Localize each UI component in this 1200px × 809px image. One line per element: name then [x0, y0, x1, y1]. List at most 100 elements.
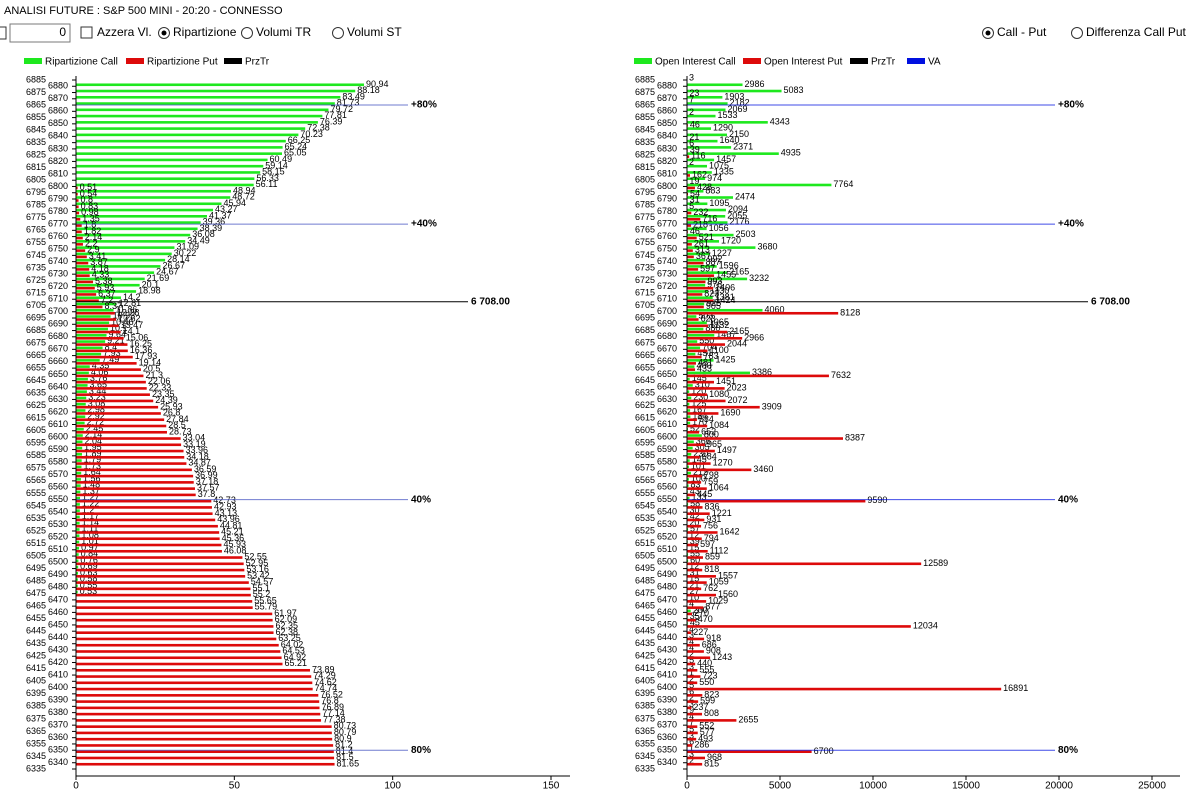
bar [687, 453, 692, 456]
radio-label[interactable]: Call - Put [997, 25, 1047, 39]
strike-label: 6670 [48, 344, 68, 354]
radio-label[interactable]: Ripartizione [173, 25, 237, 39]
value-label: 2371 [733, 141, 753, 151]
strike-label: 6700 [48, 306, 68, 316]
bar [687, 503, 689, 506]
bar [76, 327, 108, 331]
radio-label[interactable]: Differenza Call Put [1086, 25, 1186, 39]
strike-label: 6740 [48, 256, 68, 266]
radio-label[interactable]: Volumi ST [347, 25, 402, 39]
strike-label: 6520 [48, 532, 68, 542]
strike-label: 6450 [657, 619, 677, 629]
strike-label: 6540 [657, 507, 677, 517]
bar [76, 481, 194, 484]
bar [687, 675, 701, 678]
strike-label: 6715 [635, 287, 655, 297]
value-label: 34.18 [186, 451, 209, 461]
strike-label: 6815 [26, 162, 46, 172]
value-label: 4 [689, 643, 694, 653]
strike-label: 6470 [48, 594, 68, 604]
bar [76, 440, 83, 444]
bar [687, 650, 704, 653]
bar [687, 330, 728, 334]
bar [76, 521, 80, 525]
value-label: 125 [691, 398, 706, 408]
bar [76, 265, 161, 268]
value-label: 31.09 [176, 242, 199, 252]
value-label: 45.36 [222, 533, 245, 543]
bar [76, 102, 335, 105]
value-label: 1130 [710, 286, 729, 296]
value-label: 1720 [721, 235, 741, 245]
bar [687, 152, 779, 155]
value-label: 2094 [728, 204, 748, 214]
checkbox-label[interactable]: Azzera Vl. [97, 25, 152, 39]
value-label: 145 [692, 455, 707, 465]
cut-checkbox [0, 26, 7, 40]
strike-label: 6710 [48, 294, 68, 304]
bar [76, 712, 321, 716]
bar [76, 208, 214, 212]
legend-label: Ripartizione Put [147, 57, 218, 68]
counter-input[interactable] [9, 23, 71, 43]
strike-label: 6340 [657, 757, 677, 767]
value-label: 58.15 [262, 167, 285, 177]
level-label: 40% [1058, 494, 1078, 505]
bar [687, 496, 690, 500]
strike-label: 6720 [657, 281, 677, 291]
radio[interactable] [1071, 27, 1083, 39]
value-label: 1455 [716, 270, 736, 280]
value-label: 286 [694, 740, 709, 750]
radio[interactable] [332, 27, 344, 39]
counter-value[interactable]: 0 [59, 25, 66, 39]
value-label: 10.46 [111, 317, 134, 327]
legend-label: PrzTr [871, 57, 896, 68]
value-label: 808 [704, 708, 719, 718]
bar [76, 330, 121, 334]
strike-label: 6885 [26, 74, 46, 84]
strike-label: 6850 [657, 118, 677, 128]
bar [76, 290, 137, 293]
x-tick-label: 150 [543, 781, 560, 792]
value-label: 8.4 [105, 342, 118, 352]
bar [687, 430, 700, 434]
value-label: 56.33 [256, 173, 279, 183]
x-tick-label: 15000 [952, 781, 980, 792]
bar [76, 321, 110, 325]
radio-label[interactable]: Volumi TR [256, 25, 311, 39]
checkbox[interactable] [80, 26, 93, 39]
strike-label: 6365 [635, 726, 655, 736]
bar [76, 421, 85, 425]
strike-label: 6465 [635, 601, 655, 611]
bar [687, 211, 692, 215]
value-label: 230 [693, 448, 708, 458]
value-label: 550 [699, 336, 714, 346]
bar [76, 359, 100, 362]
value-label: 759 [703, 476, 718, 486]
radio[interactable] [241, 27, 253, 39]
strike-label: 6665 [635, 350, 655, 360]
value-label: 15 [689, 542, 699, 552]
value-label: 1.22 [82, 499, 100, 509]
value-label: 9.21 [107, 336, 125, 346]
value-label: 45 [690, 618, 700, 628]
strike-label: 6590 [48, 444, 68, 454]
value-label: 4.35 [92, 361, 110, 371]
bar [76, 293, 97, 296]
strike-label: 6690 [657, 319, 677, 329]
value-label: 1056 [709, 223, 729, 233]
value-label: 9 [689, 705, 694, 715]
value-label: 19.14 [139, 357, 162, 367]
bar [76, 246, 175, 249]
value-label: 33.04 [183, 433, 206, 443]
value-label: 48.72 [232, 192, 255, 202]
strike-label: 6600 [657, 431, 677, 441]
strike-label: 6400 [657, 682, 677, 692]
bar [687, 240, 719, 243]
bar [687, 299, 714, 303]
value-label: 3.44 [89, 386, 107, 396]
value-label: 77.81 [324, 110, 347, 120]
strike-label: 6655 [26, 363, 46, 373]
bar [687, 174, 691, 177]
bar [687, 543, 699, 547]
